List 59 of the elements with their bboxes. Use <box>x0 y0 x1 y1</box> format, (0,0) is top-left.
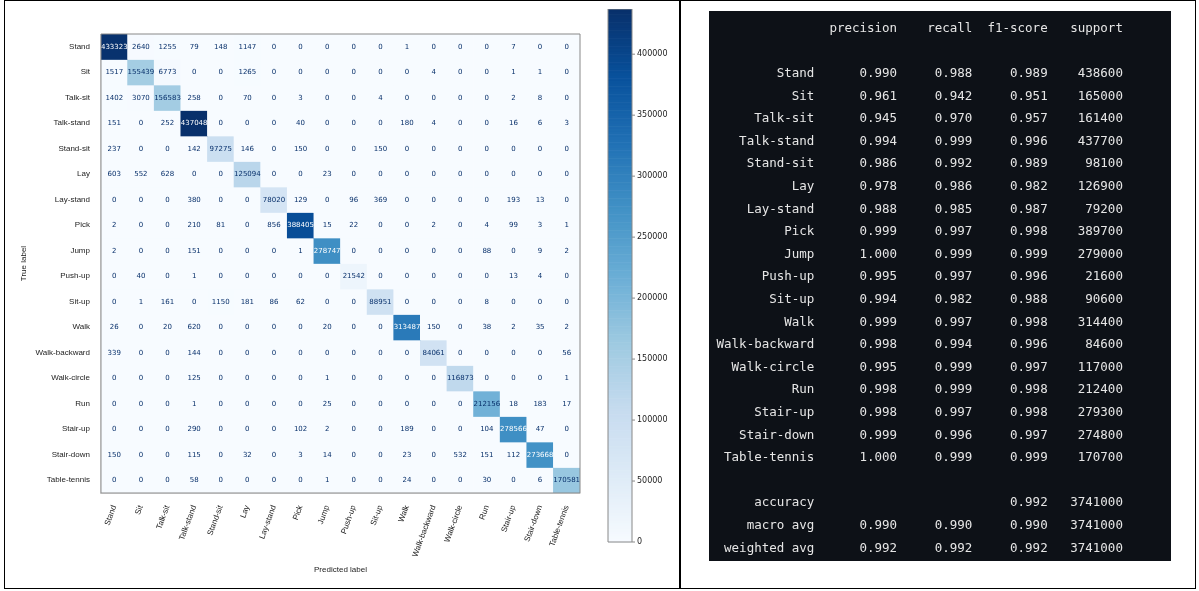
color-bar-label: 100000 <box>637 415 668 425</box>
y-tick-label: Run <box>75 398 90 408</box>
y-tick-label: Stair-down <box>51 449 90 459</box>
y-tick-label: Talk-sit <box>65 92 91 102</box>
category-label: Stair-down 0.999 0.996 0.997 274800 <box>739 426 1123 442</box>
category-label: accuracy 0.992 3741000 <box>754 494 1123 510</box>
color-bar-label: 0 <box>637 537 643 547</box>
x-axis-title: Predicted label <box>314 565 368 575</box>
category-label: Stand-sit 0.986 0.992 0.989 98100 <box>746 155 1123 171</box>
y-tick-label: Push-up <box>60 271 91 281</box>
y-tick-label: Stand-sit <box>58 143 91 153</box>
y-tick-label: Pick <box>74 220 91 230</box>
x-tick-label: Jump <box>315 503 332 526</box>
y-tick-label: Stand <box>69 41 90 51</box>
y-tick-label: Lay-stand <box>54 194 90 204</box>
color-bar-label: 250000 <box>637 232 668 242</box>
category-label: Sit 0.961 0.942 0.951 165000 <box>791 87 1123 103</box>
color-bar-label: 150000 <box>637 354 668 364</box>
color-bar-label: 200000 <box>637 293 668 303</box>
x-tick-label: Lay <box>238 504 252 520</box>
color-bar-label: 50000 <box>637 476 663 486</box>
category-label: Walk-circle 0.995 0.999 0.997 117000 <box>731 358 1123 374</box>
color-bar-label: 350000 <box>637 110 668 120</box>
category-label: Walk-backward 0.998 0.994 0.996 84600 <box>716 336 1123 352</box>
category-label: Stair-up 0.998 0.997 0.998 279300 <box>754 404 1123 419</box>
category-label: Walk 0.999 0.997 0.998 314400 <box>784 313 1123 329</box>
x-tick-label: Run <box>477 504 491 521</box>
y-tick-label: Sit-up <box>69 296 91 306</box>
category-label: Talk-stand 0.994 0.999 0.996 437700 <box>739 132 1123 148</box>
category-label: Jump 1.000 0.999 0.999 279000 <box>784 245 1123 261</box>
y-tick-label: Lay <box>77 169 90 179</box>
category-label: precision recall f1-score support <box>829 20 1123 35</box>
category-label: Talk-sit 0.945 0.970 0.957 161400 <box>754 110 1123 126</box>
category-label: Lay-stand 0.988 0.985 0.987 79200 <box>746 200 1123 216</box>
category-label: Table-tennis 1.000 0.999 0.999 170700 <box>724 449 1123 465</box>
x-tick-label: Stand <box>102 504 119 527</box>
category-label: macro avg 0.990 0.990 0.990 3741000 <box>746 517 1123 532</box>
y-tick-label: Talk-stand <box>53 118 90 128</box>
y-tick-label: Jump <box>70 245 91 255</box>
y-tick-label: Walk-backward <box>35 347 90 357</box>
x-tick-label: Sit-up <box>368 503 385 527</box>
category-label: Lay 0.978 0.986 0.982 126900 <box>791 178 1123 193</box>
x-tick-label: Walk <box>396 503 412 524</box>
x-tick-label: Pick <box>290 503 305 522</box>
y-axis-title: True label <box>19 245 28 282</box>
y-tick-label: Walk-circle <box>51 373 91 383</box>
category-label: weighted avg 0.992 0.992 0.992 3741000 <box>724 539 1123 555</box>
category-label: Stand 0.990 0.988 0.989 438600 <box>776 65 1123 80</box>
color-bar-label: 300000 <box>637 171 668 181</box>
x-tick-label: Sit <box>133 503 146 516</box>
y-tick-label: Walk <box>72 322 91 332</box>
y-tick-label: Sit <box>80 67 91 77</box>
y-tick-label: Table-tennis <box>46 475 90 485</box>
category-label: Sit-up 0.994 0.982 0.988 90600 <box>769 291 1123 306</box>
color-bar-label: 400000 <box>637 49 668 59</box>
category-label: Pick 0.999 0.997 0.998 389700 <box>784 223 1123 239</box>
category-label: Push-up 0.995 0.997 0.996 21600 <box>761 268 1123 284</box>
y-tick-label: Stair-up <box>61 424 91 434</box>
category-label: Run 0.998 0.999 0.998 212400 <box>791 381 1123 397</box>
